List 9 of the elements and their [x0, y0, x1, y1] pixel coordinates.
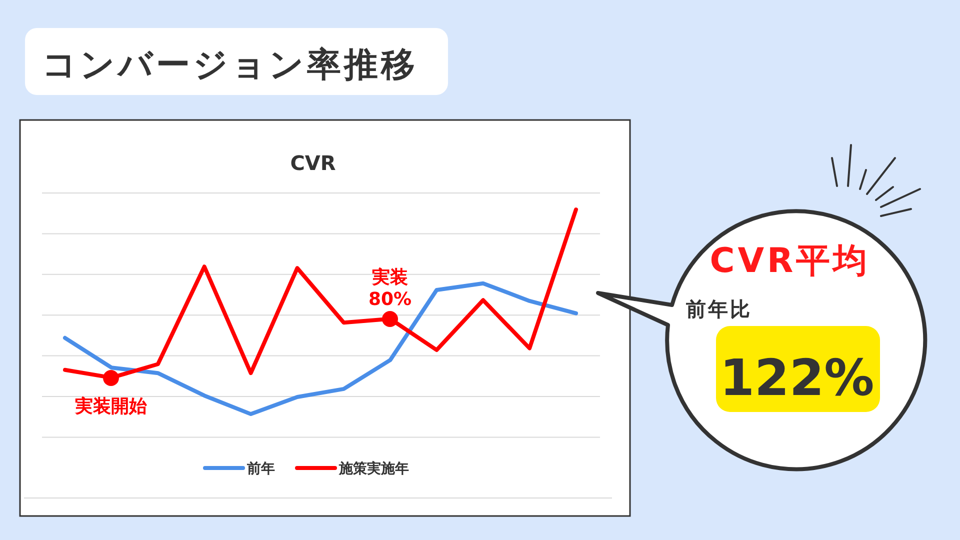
- annotation: 実装開始: [74, 396, 148, 417]
- annotation: 実装 80%: [368, 267, 412, 310]
- text: CVR平均: [710, 241, 870, 281]
- legend-label: 前年: [246, 461, 275, 477]
- text: 122%: [720, 349, 874, 407]
- legend-label: 施策実施年: [338, 460, 409, 477]
- chart-title: コンバージョン率推移: [42, 45, 418, 85]
- text: 前年比: [685, 297, 752, 321]
- chart-subtitle: CVR: [290, 151, 336, 175]
